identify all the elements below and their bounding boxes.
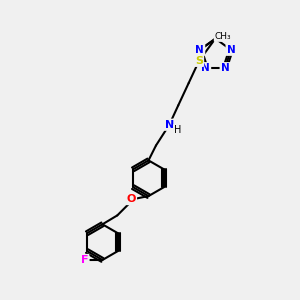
Text: O: O [127,194,136,204]
Text: N: N [220,63,230,73]
Text: S: S [195,56,203,66]
Text: N: N [201,63,210,73]
Text: CH₃: CH₃ [215,32,231,41]
Text: F: F [81,255,88,265]
Text: N: N [165,120,174,130]
Text: N: N [226,45,235,55]
Text: N: N [196,45,204,55]
Text: H: H [174,125,181,135]
